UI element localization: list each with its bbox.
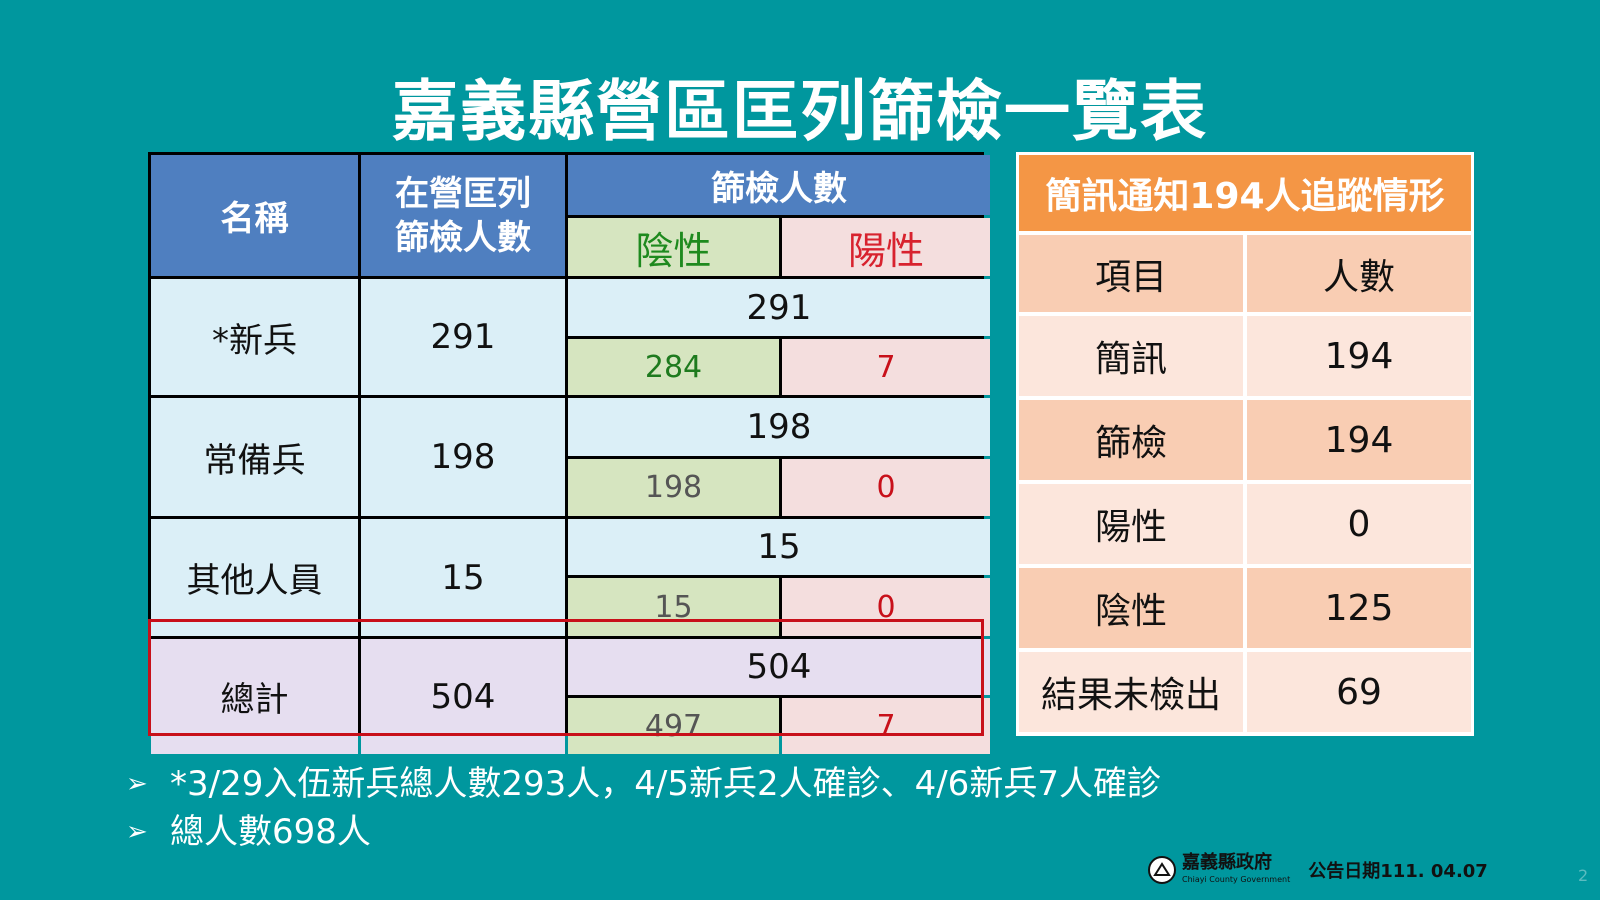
- org-name-en: Chiayi County Government: [1182, 875, 1291, 884]
- row-positive: 0: [782, 459, 990, 516]
- sms-table-title: 簡訊通知194人追蹤情形: [1019, 155, 1471, 231]
- item-cell: 結果未檢出: [1019, 652, 1243, 732]
- row-screened: 198: [568, 398, 990, 456]
- row-negative: 198: [568, 459, 779, 516]
- row-name: *新兵: [151, 279, 358, 395]
- header-count: 人數: [1247, 235, 1471, 312]
- arrow-bullet-icon: ➢: [126, 769, 148, 799]
- row-name: 常備兵: [151, 398, 358, 516]
- header-negative: 陰性: [568, 218, 779, 276]
- arrow-bullet-icon: ➢: [126, 817, 148, 847]
- header-screened: 篩檢人數: [568, 155, 990, 215]
- note-item: ➢ 總人數698人: [126, 808, 1161, 856]
- item-cell: 陰性: [1019, 568, 1243, 648]
- total-positive: 7: [782, 698, 990, 754]
- row-negative: 284: [568, 339, 779, 395]
- screening-table: 名稱 在營匡列 篩檢人數 篩檢人數 陰性 陽性 *新兵 291 291 284 …: [148, 152, 990, 754]
- total-screened: 504: [568, 639, 990, 695]
- total-negative: 497: [568, 698, 779, 754]
- header-positive: 陽性: [782, 218, 990, 276]
- count-cell: 69: [1247, 652, 1471, 732]
- header-name: 名稱: [151, 155, 358, 276]
- row-listed: 198: [361, 398, 565, 516]
- item-cell: 簡訊: [1019, 316, 1243, 396]
- count-cell: 194: [1247, 400, 1471, 480]
- announcement-date: 公告日期111. 04.07: [1308, 861, 1488, 882]
- row-positive: 0: [782, 578, 990, 636]
- item-cell: 陽性: [1019, 484, 1243, 564]
- header-listed-line2: 篩檢人數: [395, 217, 531, 258]
- notes: ➢ *3/29入伍新兵總人數293人，4/5新兵2人確診、4/6新兵7人確診 ➢…: [126, 760, 1161, 856]
- note-text: *3/29入伍新兵總人數293人，4/5新兵2人確診、4/6新兵7人確診: [170, 764, 1161, 804]
- row-screened: 15: [568, 519, 990, 575]
- note-item: ➢ *3/29入伍新兵總人數293人，4/5新兵2人確診、4/6新兵7人確診: [126, 760, 1161, 808]
- row-name: 其他人員: [151, 519, 358, 636]
- header-listed-line1: 在營匡列: [395, 173, 531, 214]
- page-title: 嘉義縣營區匡列篩檢一覽表: [392, 73, 1208, 150]
- footer: 嘉義縣政府 Chiayi County Government 公告日期111. …: [1148, 852, 1488, 888]
- row-listed: 15: [361, 519, 565, 636]
- row-negative: 15: [568, 578, 779, 636]
- header-listed: 在營匡列 篩檢人數: [361, 155, 565, 276]
- header-item: 項目: [1019, 235, 1243, 312]
- total-listed: 504: [361, 639, 565, 754]
- org-block: 嘉義縣政府 Chiayi County Government: [1182, 853, 1290, 887]
- count-cell: 194: [1247, 316, 1471, 396]
- org-name: 嘉義縣政府: [1182, 852, 1272, 873]
- row-screened: 291: [568, 279, 990, 336]
- total-name: 總計: [151, 639, 358, 754]
- note-text: 總人數698人: [170, 812, 371, 852]
- county-logo-icon: [1148, 856, 1176, 884]
- page-number: 2: [1578, 866, 1589, 885]
- count-cell: 125: [1247, 568, 1471, 648]
- sms-tracking-table: 簡訊通知194人追蹤情形 項目 人數 簡訊 194 篩檢 194 陽性 0 陰性…: [1016, 152, 1474, 736]
- count-cell: 0: [1247, 484, 1471, 564]
- row-listed: 291: [361, 279, 565, 395]
- row-positive: 7: [782, 339, 990, 395]
- item-cell: 篩檢: [1019, 400, 1243, 480]
